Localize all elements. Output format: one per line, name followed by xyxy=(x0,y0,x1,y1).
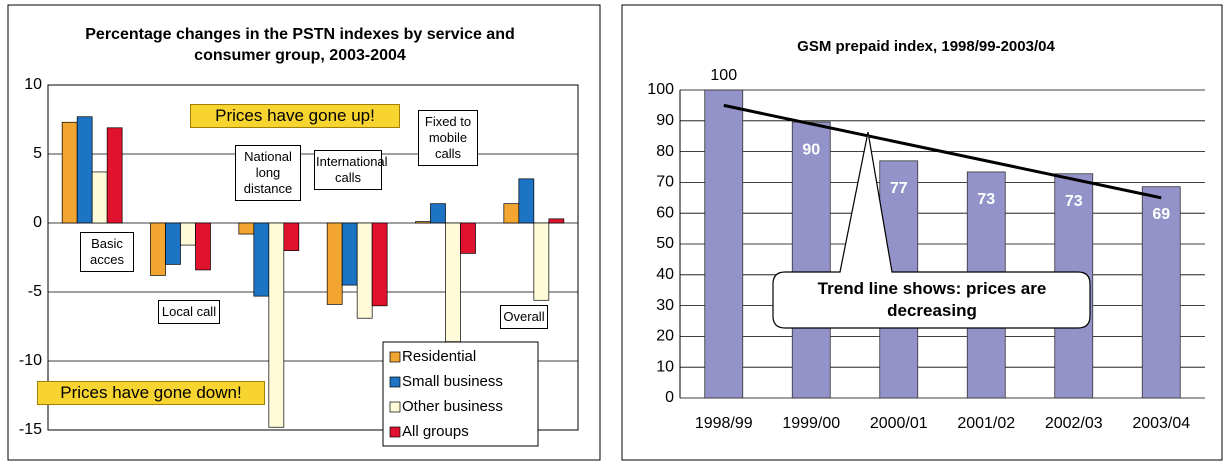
y-tick-label: -10 xyxy=(19,352,42,369)
y-tick-label: 10 xyxy=(24,76,42,93)
chart-title: GSM prepaid index, 1998/99-2003/04 xyxy=(797,38,1055,55)
legend-label: All groups xyxy=(402,423,469,440)
bar xyxy=(548,218,565,224)
bar xyxy=(165,222,181,265)
bar xyxy=(91,171,108,224)
y-tick-label: 80 xyxy=(656,143,674,160)
bar xyxy=(76,116,93,224)
legend-swatch xyxy=(389,376,401,388)
x-tick-label: 2003/04 xyxy=(1132,415,1190,432)
x-tick-label: 1998/99 xyxy=(695,415,753,432)
bar xyxy=(791,121,831,399)
y-tick-label: 50 xyxy=(656,235,674,252)
legend-swatch xyxy=(389,426,401,438)
bar xyxy=(356,222,373,319)
category-label: Local call xyxy=(158,300,220,324)
value-label: 69 xyxy=(1152,206,1170,223)
bar xyxy=(704,89,744,399)
bar xyxy=(445,222,461,343)
bar xyxy=(371,222,388,307)
value-label: 100 xyxy=(710,67,737,84)
bar xyxy=(326,222,343,305)
bar xyxy=(341,222,358,286)
bar xyxy=(238,222,255,235)
bar xyxy=(283,222,300,251)
legend xyxy=(382,341,539,447)
y-tick-label: 10 xyxy=(656,358,674,375)
bar xyxy=(503,203,520,224)
bar xyxy=(180,222,196,246)
bar xyxy=(106,127,123,224)
bar xyxy=(61,121,78,224)
bar xyxy=(268,222,285,428)
x-tick-label: 1999/00 xyxy=(782,415,840,432)
legend-swatch xyxy=(389,401,401,413)
trend-line xyxy=(723,103,1162,200)
x-tick-label: 2001/02 xyxy=(957,415,1015,432)
bar xyxy=(460,222,476,254)
y-tick-label: 90 xyxy=(656,112,674,129)
y-tick-label: 5 xyxy=(33,145,42,162)
y-tick-label: 40 xyxy=(656,266,674,283)
category-label: Overall xyxy=(500,305,548,329)
bar xyxy=(533,222,550,301)
callout xyxy=(772,131,1091,329)
bar xyxy=(150,222,166,276)
bar xyxy=(253,222,270,297)
y-tick-label: 100 xyxy=(647,81,674,98)
bar xyxy=(1141,186,1181,399)
y-tick-label: 70 xyxy=(656,174,674,191)
value-label: 77 xyxy=(890,180,908,197)
value-label: 73 xyxy=(977,191,995,208)
value-label: 73 xyxy=(1065,193,1083,210)
x-tick-label: 2002/03 xyxy=(1045,415,1103,432)
chart-title: Percentage changes in the PSTN indexes b… xyxy=(85,26,515,64)
y-tick-label: 20 xyxy=(656,328,674,345)
bar xyxy=(518,178,535,224)
legend-label: Other business xyxy=(402,398,503,415)
category-label: National long distance xyxy=(235,145,301,201)
y-tick-label: 30 xyxy=(656,297,674,314)
plot-frame xyxy=(47,84,579,431)
legend-label: Small business xyxy=(402,373,503,390)
y-tick-label: 0 xyxy=(33,214,42,231)
y-tick-label: 60 xyxy=(656,204,674,221)
y-tick-label: -15 xyxy=(19,421,42,438)
annotation: Prices have gone down! xyxy=(37,381,265,405)
bar xyxy=(195,222,211,271)
category-label: Basic acces xyxy=(80,232,134,272)
y-tick-label: -5 xyxy=(28,283,42,300)
value-label: 90 xyxy=(802,141,820,158)
bar xyxy=(430,203,446,224)
y-tick-label: 0 xyxy=(665,389,674,406)
annotation: Prices have gone up! xyxy=(190,104,400,128)
annotation: Trend line shows: prices are decreasing xyxy=(817,279,1047,320)
category-label: International calls xyxy=(314,150,388,190)
x-tick-label: 2000/01 xyxy=(870,415,928,432)
bar xyxy=(415,221,431,224)
legend-label: Residential xyxy=(402,348,476,365)
legend-swatch xyxy=(389,351,401,363)
category-label: Fixed to mobile calls xyxy=(418,110,478,166)
